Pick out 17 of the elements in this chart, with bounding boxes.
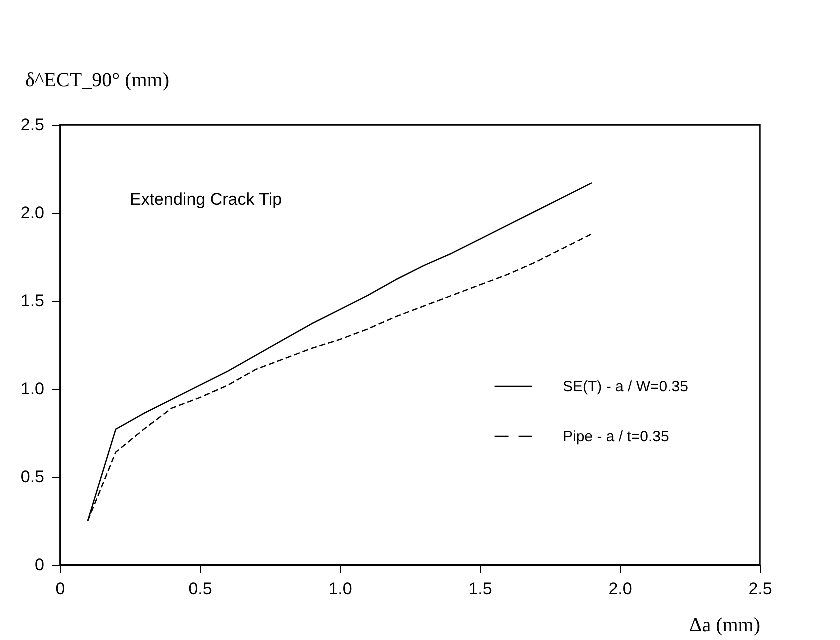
- x-tick-label: 1.0: [328, 580, 352, 598]
- y-tick-label: 0.5: [20, 468, 44, 486]
- y-tick-label: 0: [35, 556, 44, 574]
- y-tick-label: 2.5: [20, 116, 44, 134]
- y-tick-label: 1.0: [20, 380, 44, 398]
- x-tick-label: 2.0: [608, 580, 632, 598]
- x-tick-label: 0.5: [188, 580, 212, 598]
- x-tick-label: 0: [56, 580, 66, 598]
- annotation: Extending Crack Tip: [130, 190, 282, 209]
- y-tick-label: 2.0: [20, 204, 44, 222]
- legend-label: Pipe - a / t=0.35: [563, 428, 670, 446]
- legend-label: SE(T) - a / W=0.35: [563, 378, 688, 396]
- x-axis-title: Δa (mm): [689, 614, 760, 636]
- y-tick-label: 1.5: [20, 292, 44, 310]
- x-tick-label: 1.5: [468, 580, 492, 598]
- y-axis-title: δ^ECT_90° (mm): [26, 70, 170, 92]
- x-tick-label: 2.5: [748, 580, 772, 598]
